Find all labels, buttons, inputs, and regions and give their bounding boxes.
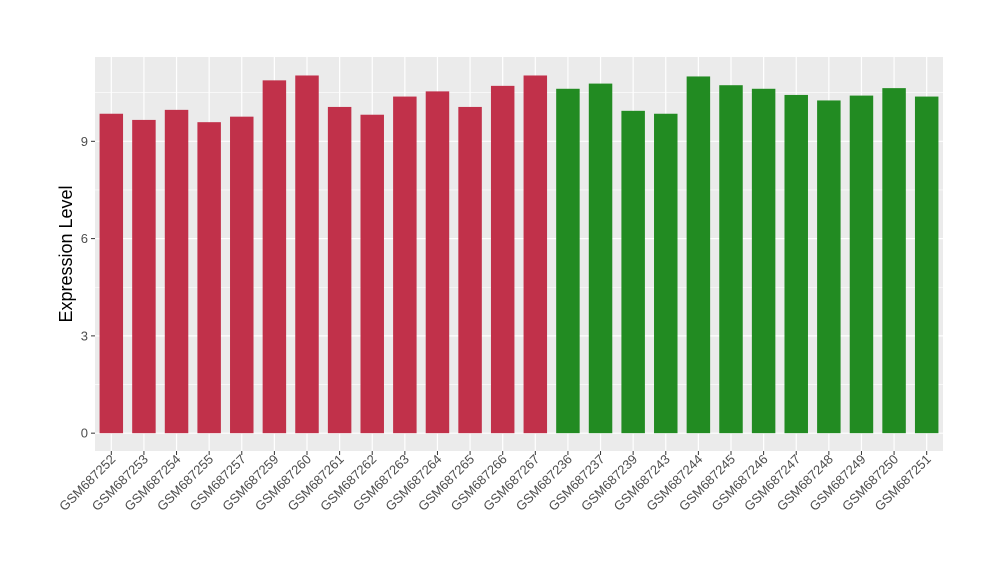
bar-GSM687250: [882, 88, 906, 434]
y-tick-label: 0: [81, 426, 88, 441]
bar-GSM687248: [817, 100, 841, 434]
bar-GSM687251: [914, 96, 939, 434]
y-tick-label: 3: [81, 328, 88, 343]
bar-GSM687259: [262, 80, 287, 434]
x-axis: GSM687252GSM687253GSM687254GSM687255GSM6…: [56, 451, 934, 514]
bar-GSM687257: [230, 116, 254, 434]
y-tick-label: 6: [81, 231, 88, 246]
bar-GSM687246: [751, 88, 776, 434]
bar-GSM687245: [719, 85, 743, 434]
bar-GSM687236: [556, 88, 580, 434]
bar-GSM687239: [621, 110, 645, 434]
bar-GSM687260: [295, 75, 319, 434]
bar-GSM687262: [360, 114, 384, 434]
bar-GSM687253: [132, 119, 156, 434]
bar-GSM687266: [490, 85, 515, 434]
bar-GSM687249: [849, 95, 874, 434]
bar-GSM687264: [425, 91, 450, 434]
bar-GSM687263: [393, 96, 417, 434]
y-axis: 0 3 6 9: [81, 134, 95, 441]
bar-GSM687267: [523, 75, 548, 434]
bar-GSM687244: [686, 76, 711, 434]
bar-GSM687247: [784, 94, 808, 434]
plot-panel: [95, 57, 943, 451]
y-tick-label: 9: [81, 134, 88, 149]
bar-GSM687243: [654, 113, 678, 434]
bar-GSM687265: [458, 106, 482, 434]
bar-GSM687237: [588, 83, 613, 434]
y-axis-title: Expression Level: [56, 185, 76, 322]
bar-GSM687261: [327, 106, 352, 434]
bar-GSM687252: [99, 113, 124, 434]
bar-GSM687254: [164, 109, 189, 434]
bar-GSM687255: [197, 122, 221, 434]
bars: [99, 75, 939, 434]
